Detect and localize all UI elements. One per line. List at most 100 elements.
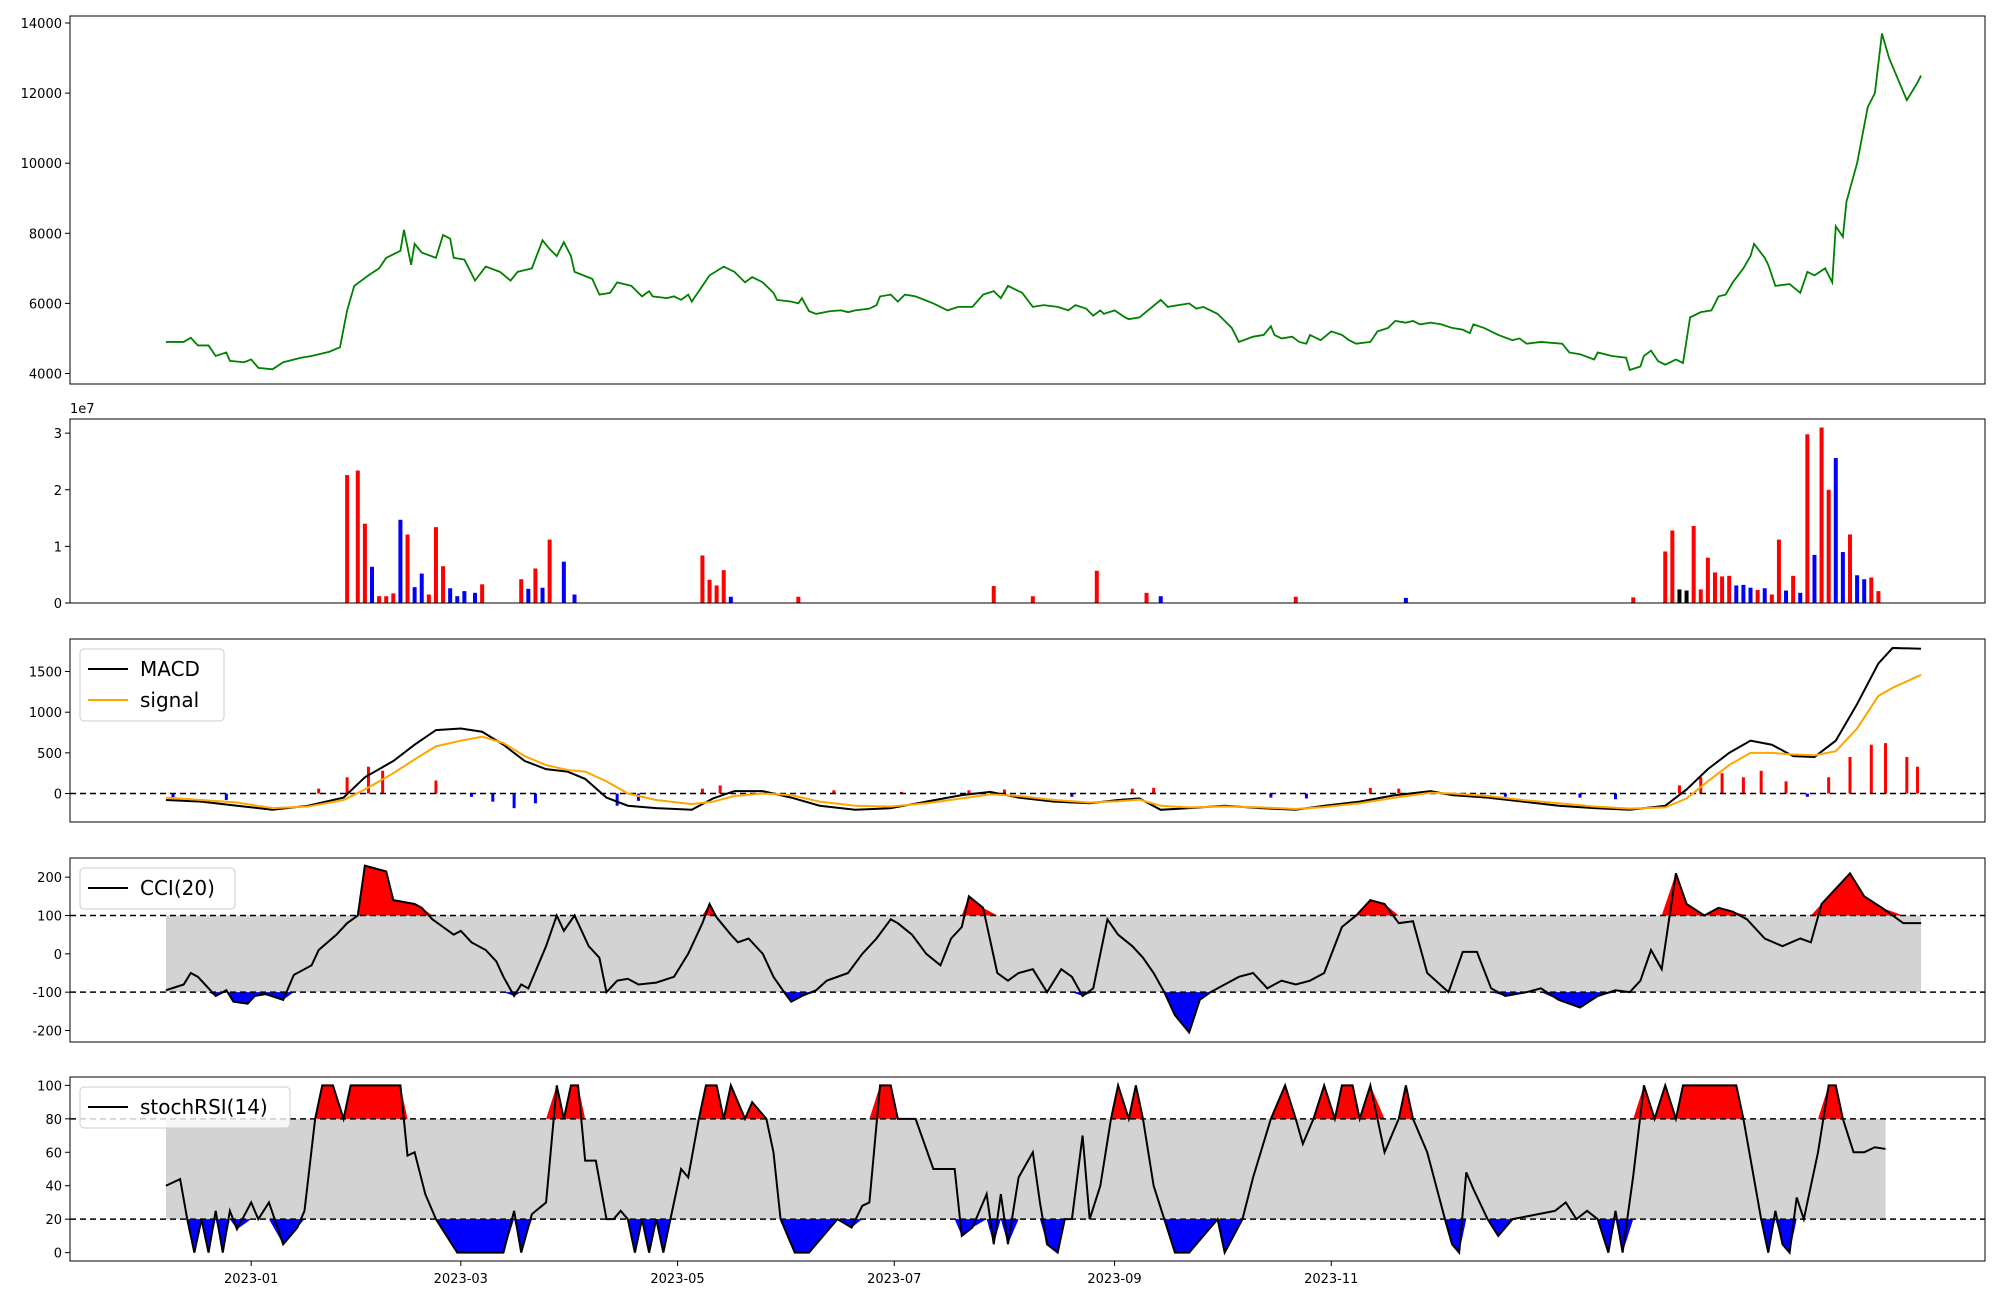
- macd-histogram-bar: [171, 793, 175, 799]
- macd-histogram-bar: [700, 788, 704, 794]
- macd-histogram-bar: [1397, 788, 1401, 794]
- cci-line: [165, 864, 1922, 1035]
- cci-ytick-label: -200: [32, 1025, 62, 1040]
- macd-ytick-label: 500: [37, 747, 62, 762]
- volume-bar: [1784, 590, 1789, 603]
- volume-bar: [441, 566, 446, 603]
- volume-bar: [1403, 597, 1408, 603]
- cci-overbought-fill: [165, 865, 1922, 916]
- volume-bar: [1698, 589, 1703, 603]
- volume-bar: [448, 588, 453, 603]
- volume-bar: [1705, 557, 1710, 603]
- macd-ytick-label: 1000: [29, 706, 62, 721]
- price-ytick-label: 12000: [21, 87, 62, 102]
- stochrsi-ytick-label: 100: [37, 1079, 62, 1094]
- stochrsi-ytick-label: 0: [54, 1247, 62, 1262]
- stochrsi-neutral-band: [165, 1118, 1886, 1220]
- volume-bar: [721, 570, 726, 603]
- cci-ytick-label: 0: [54, 948, 62, 963]
- volume-bar: [384, 596, 389, 603]
- macd-histogram-bar: [1805, 793, 1809, 797]
- volume-bar: [398, 519, 403, 603]
- stochrsi-oversold-fill: [165, 1219, 1886, 1253]
- volume-bar: [1762, 588, 1767, 603]
- macd-histogram-bar: [718, 785, 722, 794]
- volume-bar: [561, 561, 566, 603]
- cci-ytick-label: 100: [37, 910, 62, 925]
- macd-histogram-bar: [1578, 793, 1582, 798]
- volume-bar: [1798, 592, 1803, 603]
- cci-legend: [79, 867, 236, 910]
- volume-bar: [526, 588, 531, 603]
- macd-histogram-bar: [533, 793, 537, 804]
- volume-bar: [714, 585, 719, 603]
- volume-bar: [1712, 572, 1717, 603]
- macd-histogram-bar: [1368, 787, 1372, 794]
- volume-bar: [1869, 577, 1874, 603]
- cci-legend-label: CCI(20): [140, 876, 215, 900]
- signal-line: [165, 673, 1922, 810]
- volume-bar: [1819, 427, 1824, 603]
- volume-bar: [700, 555, 705, 603]
- macd-histogram-bar: [1677, 785, 1681, 794]
- stochrsi-legend-label: stochRSI(14): [140, 1095, 268, 1119]
- price-axes-frame: [69, 15, 1986, 385]
- volume-bar: [1741, 584, 1746, 603]
- volume-bar: [345, 475, 350, 603]
- volume-bar: [369, 566, 374, 603]
- volume-ytick-label: 1: [54, 540, 62, 555]
- price-ytick-label: 8000: [29, 227, 62, 242]
- x-tick-label: 2023-05: [650, 1272, 704, 1287]
- stochrsi-ytick-label: 80: [45, 1113, 62, 1128]
- macd-legend-label: MACD: [140, 657, 200, 681]
- volume-bar: [433, 527, 438, 603]
- volume-bar: [1670, 530, 1675, 603]
- macd-histogram-bar: [1614, 793, 1618, 800]
- macd-histogram-bar: [1269, 793, 1273, 798]
- macd-histogram-bar: [491, 793, 495, 802]
- macd-histogram-bar: [512, 793, 516, 809]
- volume-bar: [419, 573, 424, 603]
- macd-histogram-bar: [1784, 781, 1788, 794]
- volume-bar: [1677, 589, 1682, 603]
- volume-ytick-label: 2: [54, 484, 62, 499]
- volume-bar: [1720, 576, 1725, 603]
- macd-histogram-bar: [1759, 770, 1763, 794]
- volume-bar: [426, 594, 431, 603]
- volume-bar: [1631, 597, 1636, 603]
- price-ytick-label: 4000: [29, 367, 62, 382]
- macd-histogram-bar: [1304, 793, 1308, 799]
- macd-histogram-bar: [615, 793, 619, 806]
- stochrsi-line: [165, 1081, 1886, 1256]
- volume-axes-frame: [69, 418, 1986, 604]
- volume-bar: [547, 539, 552, 603]
- macd-histogram-bar: [1002, 789, 1006, 794]
- volume-exponent-label: 1e7: [70, 402, 95, 417]
- macd-histogram-bar: [636, 793, 640, 801]
- volume-bar: [1847, 534, 1852, 603]
- macd-histogram-bar: [1130, 788, 1134, 794]
- macd-histogram-bar: [832, 790, 836, 794]
- macd-histogram-bar: [434, 780, 438, 794]
- stochrsi-overbought-fill: [165, 1085, 1886, 1119]
- volume-bar: [1663, 551, 1668, 603]
- x-tick-label: 2023-01: [224, 1272, 278, 1287]
- stochrsi-ytick-label: 40: [45, 1180, 62, 1195]
- macd-histogram-bar: [1884, 743, 1888, 794]
- macd-histogram-bar: [1905, 756, 1909, 794]
- stochrsi-ytick-label: 20: [45, 1213, 62, 1228]
- volume-bar: [1158, 596, 1163, 603]
- volume-bar: [519, 579, 524, 603]
- volume-bar: [1769, 594, 1774, 603]
- x-tick-label: 2023-11: [1304, 1272, 1358, 1287]
- macd-axes-frame: [69, 638, 1986, 823]
- macd-histogram-bar: [224, 793, 228, 801]
- volume-bar: [362, 523, 367, 603]
- volume-bar: [1876, 591, 1881, 603]
- x-tick-label: 2023-07: [867, 1272, 921, 1287]
- macd-histogram-bar: [366, 766, 370, 794]
- macd-line: [165, 646, 1922, 811]
- volume-bar: [1144, 592, 1149, 603]
- macd-legend: [79, 648, 225, 722]
